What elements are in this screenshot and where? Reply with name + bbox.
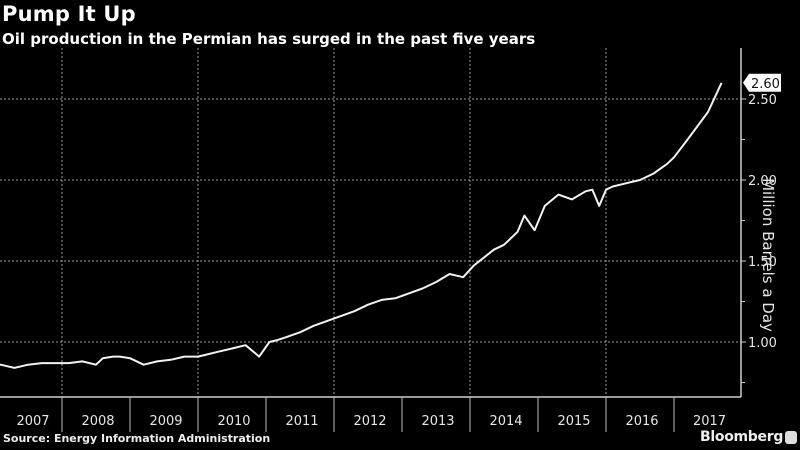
chart-title: Pump It Up — [2, 2, 136, 26]
x-tick-label: 2014 — [489, 414, 522, 429]
x-tick-label: 2009 — [149, 414, 182, 429]
x-tick-label: 2007 — [16, 414, 49, 429]
y-axis-label: Million Barrels a Day — [759, 178, 777, 332]
chart-subtitle: Oil production in the Permian has surged… — [2, 30, 536, 48]
x-tick-label: 2015 — [557, 414, 590, 429]
bloomberg-chat-icon — [785, 431, 797, 444]
last-value-text: 2.60 — [751, 77, 780, 92]
gridlines — [0, 48, 741, 397]
x-axis: 2007 2008 2009 2010 2011 2012 2013 2014 2015 2016… — [0, 396, 741, 432]
y-axis: 1.00 1.50 2.00 2.50 — [740, 48, 777, 397]
production-line — [0, 82, 723, 369]
x-tick-label: 2008 — [81, 414, 114, 429]
x-tick-label: 2012 — [353, 414, 386, 429]
y-tick-label: 2.00 — [748, 174, 777, 189]
x-tick-label: 2011 — [285, 414, 318, 429]
y-tick-label: 1.00 — [748, 336, 777, 351]
source-note: Source: Energy Information Administratio… — [3, 432, 271, 445]
x-tick-label: 2013 — [421, 414, 454, 429]
y-tick-label: 2.50 — [748, 93, 777, 108]
bloomberg-logo: Bloomberg — [700, 429, 784, 445]
x-tick-label: 2010 — [217, 414, 250, 429]
last-value-label: 2.60 — [743, 73, 781, 92]
y-tick-label: 1.50 — [748, 255, 777, 270]
x-tick-label: 2017 — [693, 414, 726, 429]
x-tick-label: 2016 — [625, 414, 658, 429]
